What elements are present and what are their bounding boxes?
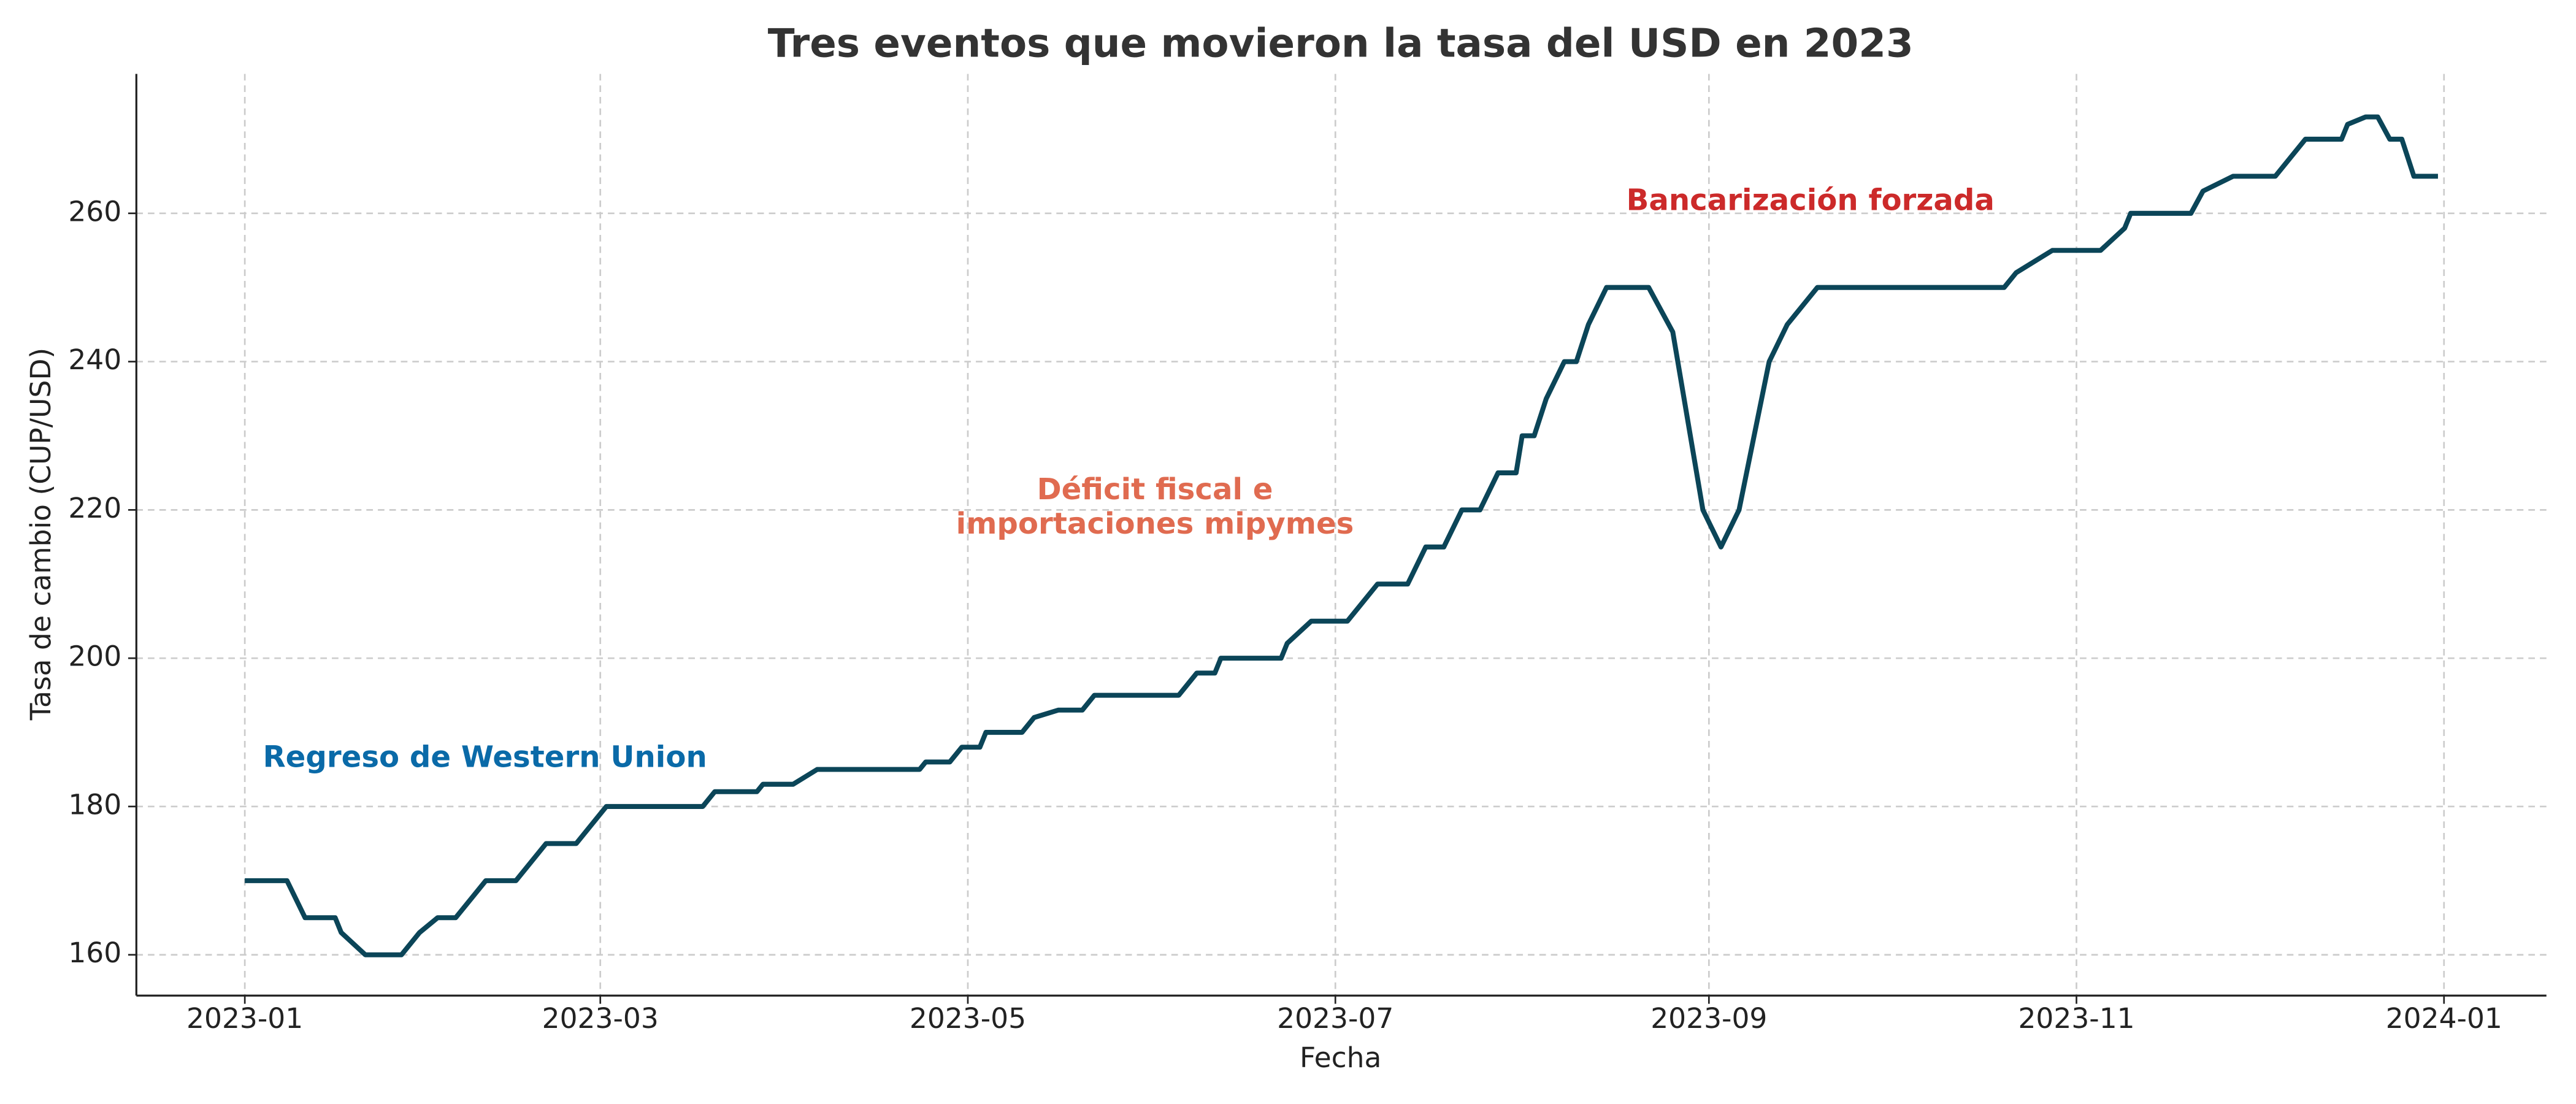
y-tick-label: 260 — [68, 195, 121, 228]
y-tick-label: 160 — [68, 937, 121, 969]
annotation: Regreso de Western Union — [263, 740, 707, 775]
y-tick-label: 240 — [68, 343, 121, 376]
x-tick-label: 2023-03 — [542, 1002, 659, 1035]
annotation-text: importaciones mipymes — [956, 507, 1354, 541]
annotation-text: Bancarización forzada — [1627, 183, 1995, 217]
chart-title: Tres eventos que movieron la tasa del US… — [768, 21, 1914, 67]
annotation-text: Regreso de Western Union — [263, 740, 707, 775]
y-tick-label: 200 — [68, 640, 121, 673]
data-line — [245, 114, 2438, 957]
x-tick-label: 2023-07 — [1277, 1002, 1393, 1035]
x-tick-label: 2023-01 — [186, 1002, 303, 1035]
x-tick-label: 2023-09 — [1650, 1002, 1767, 1035]
y-tick-label: 220 — [68, 492, 121, 524]
y-tick-label: 180 — [68, 788, 121, 821]
y-axis-label: Tasa de cambio (CUP/USD) — [25, 348, 57, 721]
x-tick-label: 2023-11 — [2018, 1002, 2134, 1035]
annotation-text: Déficit fiscal e — [1037, 472, 1273, 507]
x-tick-label: 2023-05 — [910, 1002, 1026, 1035]
x-tick-label: 2024-01 — [2386, 1002, 2502, 1035]
x-axis-label: Fecha — [1300, 1041, 1381, 1074]
annotation: Bancarización forzada — [1627, 183, 1995, 217]
